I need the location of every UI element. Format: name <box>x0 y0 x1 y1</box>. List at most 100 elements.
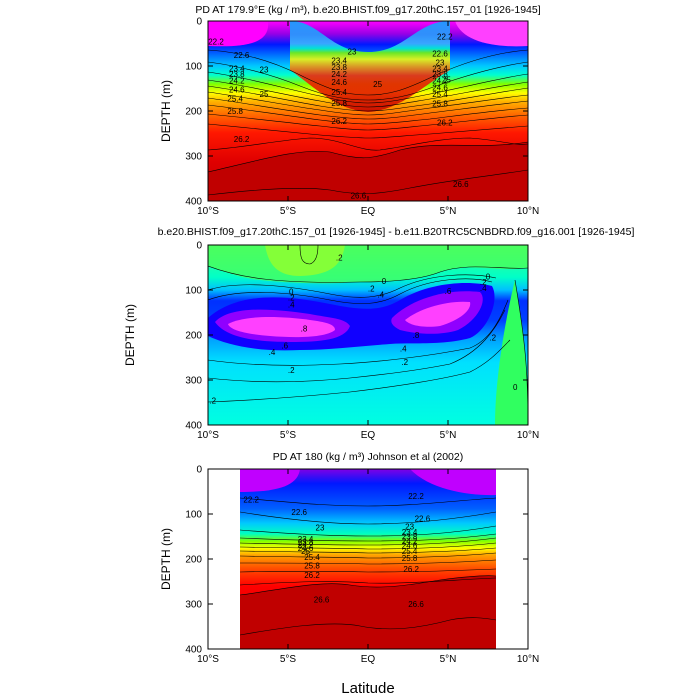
contour-label: 24.6 <box>298 544 314 553</box>
contour-label: 23.4 <box>402 528 418 537</box>
contour-label: 25 <box>260 90 269 99</box>
x-tick-label: 5°S <box>280 654 297 665</box>
x-tick-label: 10°N <box>517 654 539 665</box>
x-axis-label: Latitude <box>341 680 394 697</box>
y-tick-label: 400 <box>185 421 202 432</box>
contour-label: .2 <box>368 285 375 294</box>
y-tick-label: 200 <box>185 555 202 566</box>
x-tick-label: 5°S <box>280 430 297 441</box>
contour-label: 22.6 <box>291 508 307 517</box>
panel-3-field <box>240 469 496 649</box>
contour-label: .4 <box>400 345 407 354</box>
contour-label: 24.2 <box>402 537 418 546</box>
contour-label: 26.6 <box>408 600 424 609</box>
contour-label: 23.4 <box>432 64 448 73</box>
contour-label: 25.8 <box>227 107 243 116</box>
contour-label: 26.6 <box>314 596 330 605</box>
x-tick-label: 10°N <box>517 430 539 441</box>
contour-label: 24.6 <box>229 85 245 94</box>
contour-label: .2 <box>288 366 295 375</box>
contour-label: 0 <box>513 383 518 392</box>
panel-2-y-axis-label: DEPTH (m) <box>123 304 137 366</box>
panel-2-green-band <box>208 245 528 284</box>
contour-label: 23.4 <box>298 535 314 544</box>
contour-label: .2 <box>336 254 343 263</box>
y-tick-label: 100 <box>185 286 202 297</box>
panel-3-west-core <box>240 469 300 492</box>
contour-label: 24.2 <box>298 541 314 550</box>
contour-label: 22.6 <box>415 515 431 524</box>
panel-1-title: PD AT 179.9°E (kg / m³), b.e20.BHIST.f09… <box>195 4 540 16</box>
panel-2-contours <box>208 245 528 425</box>
contour-label: 24.2 <box>432 76 448 85</box>
panel-1: PD AT 179.9°E (kg / m³), b.e20.BHIST.f09… <box>159 4 541 217</box>
contour-label: 26.2 <box>331 117 347 126</box>
x-tick-label: 5°S <box>280 206 297 217</box>
contour-label: 23.4 <box>229 64 245 73</box>
y-tick-label: 300 <box>185 376 202 387</box>
contour-label: 23.8 <box>298 538 314 547</box>
contour-label: .2 <box>288 294 295 303</box>
contour-label: 22.2 <box>208 37 224 46</box>
contour-label: 25.4 <box>432 90 448 99</box>
panel-2-east-corner <box>495 280 528 425</box>
contour-label: 23.4 <box>331 57 347 66</box>
contour-label: 25.4 <box>402 547 418 556</box>
x-tick-label: 5°N <box>440 206 457 217</box>
contour-label: 22.6 <box>432 49 448 58</box>
panel-1-deep-layer <box>208 142 528 201</box>
panel-2-west-core <box>228 317 335 338</box>
contour-label: .6 <box>445 287 452 296</box>
contour-label: 25 <box>442 76 451 85</box>
contour-label: .2 <box>401 358 408 367</box>
contour-label: 22.2 <box>243 496 259 505</box>
panel-3-deep-layer <box>240 575 496 649</box>
panel-3-y-axis-label: DEPTH (m) <box>159 528 173 590</box>
contour-label: 25.8 <box>304 561 320 570</box>
panel-3-axes: 10°S 5°S EQ 5°N 10°N 0 100 200 300 400 <box>185 465 539 666</box>
contour-label: 23 <box>436 58 445 67</box>
panel-3-contours <box>240 497 496 636</box>
contour-label: .4 <box>288 300 295 309</box>
contour-label: 25.8 <box>432 99 448 108</box>
panel-3-title: PD AT 180 (kg / m³) Johnson et al (2002) <box>273 451 463 463</box>
contour-label: 24.6 <box>402 542 418 551</box>
x-tick-label: 5°N <box>440 654 457 665</box>
contour-label: .6 <box>281 341 288 350</box>
y-tick-label: 400 <box>185 197 202 208</box>
contour-label: .4 <box>269 348 276 357</box>
contour-label: .8 <box>301 324 308 333</box>
y-tick-label: 0 <box>196 241 202 252</box>
contour-label: 26.6 <box>351 192 367 201</box>
x-tick-label: 10°S <box>197 430 219 441</box>
panel-3-contour-labels: 22.222.62323.423.824.224.62525.425.826.2… <box>243 492 430 609</box>
contour-label: 23.8 <box>331 63 347 72</box>
panel-3-east-core <box>410 469 496 496</box>
y-tick-label: 200 <box>185 331 202 342</box>
contour-label: 24.2 <box>229 76 245 85</box>
contour-label: 26.6 <box>453 180 469 189</box>
contour-label: 23 <box>316 524 325 533</box>
panel-1-axes: 10°S 5°S EQ 5°N 10°N 0 100 200 300 400 <box>185 17 539 218</box>
contour-label: 23.8 <box>432 70 448 79</box>
panel-1-contours <box>208 49 528 196</box>
contour-label: .2 <box>209 397 216 406</box>
contour-label: .2 <box>489 333 496 342</box>
contour-label: 23 <box>348 48 357 57</box>
y-tick-label: 400 <box>185 645 202 656</box>
contour-label: .8 <box>413 331 420 340</box>
contour-label: 23.8 <box>229 70 245 79</box>
contour-label: 26.2 <box>437 118 453 127</box>
contour-label: 24.6 <box>331 78 347 87</box>
panel-1-west-core <box>208 21 269 47</box>
x-tick-label: 5°N <box>440 430 457 441</box>
contour-label: 25 <box>301 547 310 556</box>
panel-3: PD AT 180 (kg / m³) Johnson et al (2002) <box>159 451 539 697</box>
contour-label: 22.2 <box>408 492 424 501</box>
contour-label: 22.6 <box>234 51 250 60</box>
x-tick-label: EQ <box>361 430 376 441</box>
contour-label: 25.4 <box>227 94 243 103</box>
x-tick-label: 10°N <box>517 206 539 217</box>
contour-label: 23 <box>260 66 269 75</box>
